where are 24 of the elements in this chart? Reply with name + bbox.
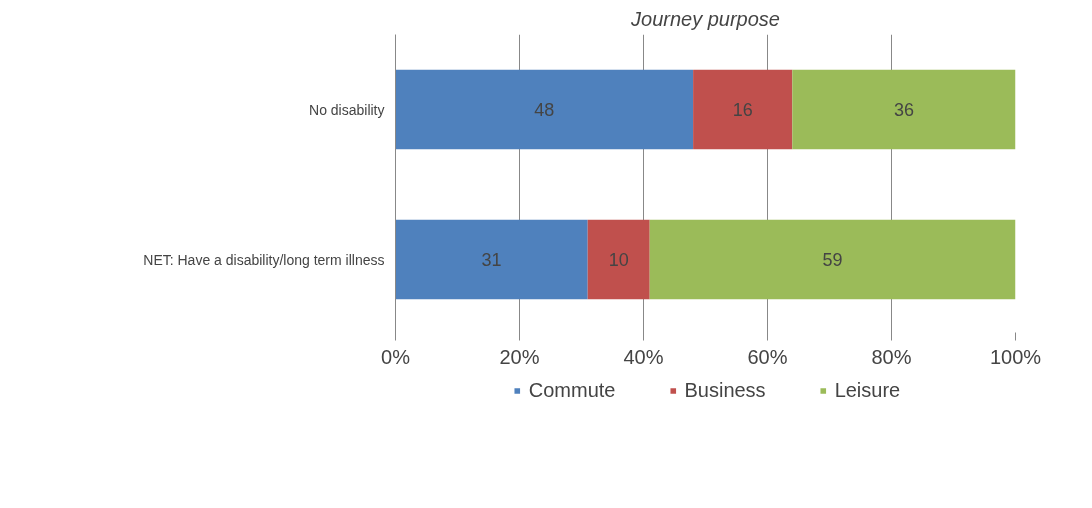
- data-label: 36: [893, 100, 914, 120]
- y-tick-label: No disability: [309, 101, 385, 118]
- legend-label: Leisure: [834, 378, 901, 402]
- data-label: 31: [481, 250, 502, 270]
- bar: [649, 219, 1016, 300]
- x-tick-label: 0%: [381, 345, 411, 368]
- bar: [395, 219, 588, 300]
- x-tick-label: 80%: [871, 345, 912, 368]
- legend-label: Commute: [528, 378, 616, 402]
- bar: [792, 69, 1016, 150]
- data-label: 59: [822, 250, 843, 270]
- data-label: 16: [732, 100, 753, 120]
- y-tick-label: NET: Have a disability/long term illness: [143, 251, 385, 268]
- x-tick-label: 40%: [623, 345, 664, 368]
- bar: [587, 219, 650, 300]
- data-label: 48: [534, 100, 555, 120]
- x-tick-label: 20%: [499, 345, 540, 368]
- legend-label: Business: [684, 378, 766, 402]
- data-label: 10: [608, 250, 629, 270]
- chart-title: Journey purpose: [630, 7, 780, 30]
- bar: [693, 69, 793, 150]
- x-tick-label: 100%: [989, 345, 1042, 368]
- bar: [395, 69, 694, 150]
- x-tick-label: 60%: [747, 345, 788, 368]
